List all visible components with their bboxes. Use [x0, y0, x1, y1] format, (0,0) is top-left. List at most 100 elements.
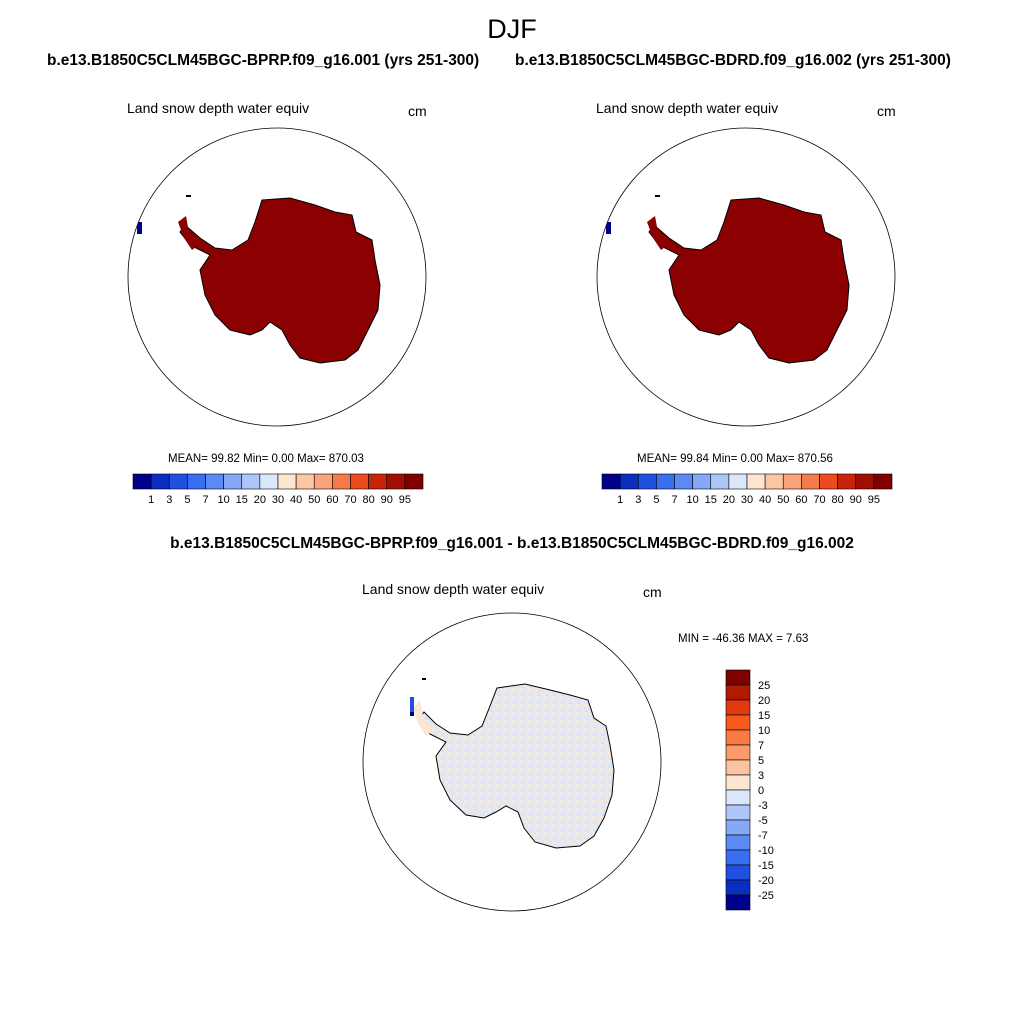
colorbar-right-tick-label: 10 — [687, 494, 699, 506]
colorbar-right-tick-label: 15 — [705, 494, 717, 506]
colorbar-left-swatch — [295, 473, 315, 490]
colorbar-difference-tick-label: 3 — [758, 770, 764, 782]
difference-map — [362, 612, 662, 912]
colorbar-right-tick-label: 30 — [741, 494, 753, 506]
colorbar-right-tick-label: 3 — [635, 494, 641, 506]
colorbar-left-swatch — [313, 473, 333, 490]
colorbar-left-swatch — [150, 473, 170, 490]
colorbar-right-swatch — [782, 473, 802, 490]
colorbar-right-tick-label: 7 — [671, 494, 677, 506]
right-peninsula — [647, 216, 669, 250]
colorbar-difference-swatch — [725, 879, 751, 896]
colorbar-right-swatch — [656, 473, 675, 490]
diff-variable-label: Land snow depth water equiv — [362, 581, 545, 597]
colorbar-right-swatch — [746, 473, 766, 490]
colorbar-left-swatch — [368, 473, 388, 490]
colorbar-right-swatch — [855, 473, 875, 490]
right-stats: MEAN= 99.84 Min= 0.00 Max= 870.56 — [637, 453, 833, 465]
colorbar-difference-swatch — [725, 789, 751, 806]
colorbar-right-tick-label: 80 — [832, 494, 844, 506]
colorbar-difference-swatch — [725, 894, 751, 911]
colorbar-right-swatch — [619, 473, 639, 490]
colorbar-difference-swatch — [725, 774, 751, 791]
colorbar-right-swatch — [637, 473, 657, 490]
colorbar-difference-tick-label: 15 — [758, 710, 770, 722]
colorbar-difference-swatch — [725, 819, 751, 836]
colorbar-left-swatch — [187, 473, 206, 490]
colorbar-right-swatch — [728, 473, 748, 490]
colorbar-right-tick-label: 1 — [617, 494, 623, 506]
colorbar-difference-tick-label: -10 — [758, 845, 774, 857]
colorbar-right-tick-label: 40 — [759, 494, 771, 506]
colorbar-right-swatch — [873, 473, 893, 490]
colorbar-left-tick-label: 1 — [148, 494, 154, 506]
colorbar-right-tick-label: 50 — [777, 494, 789, 506]
colorbar-left-swatch — [277, 473, 297, 490]
colorbar-left: 1 3 5 7 10 15 20 30 40 50 60 70 80 90 95 — [132, 473, 424, 506]
colorbar-difference-swatch — [725, 744, 751, 761]
colorbar-difference-tick-label: 20 — [758, 695, 770, 707]
colorbar-right-swatch — [819, 473, 838, 490]
colorbar-right-tick-label: 60 — [795, 494, 807, 506]
colorbar-left-swatch — [223, 473, 243, 490]
colorbar-right-tick-label: 90 — [850, 494, 862, 506]
colorbar-right-swatch — [674, 473, 693, 490]
colorbar-left-tick-label: 50 — [308, 494, 320, 506]
colorbar-difference-swatch — [725, 684, 751, 701]
colorbar-difference-swatch — [725, 759, 751, 776]
colorbar-left-tick-label: 20 — [254, 494, 266, 506]
colorbar-difference-tick-label: -25 — [758, 890, 774, 902]
left-map — [127, 127, 427, 427]
diff-unit-label: cm — [643, 584, 662, 600]
right-unit-label: cm — [877, 103, 896, 119]
colorbar-right-swatch — [801, 473, 820, 490]
colorbar-right-swatch — [710, 473, 730, 490]
difference-peninsula-negative — [410, 697, 414, 715]
colorbar-difference-tick-label: 0 — [758, 785, 764, 797]
colorbar-left-tick-label: 30 — [272, 494, 284, 506]
colorbar-right-swatch — [837, 473, 857, 490]
colorbar-left-tick-label: 95 — [399, 494, 411, 506]
colorbar-right-swatch — [764, 473, 784, 490]
colorbar-left-tick-label: 7 — [202, 494, 208, 506]
colorbar-left-tick-label: 40 — [290, 494, 302, 506]
figure-title: DJF — [487, 14, 537, 44]
colorbar-left-tick-label: 60 — [326, 494, 338, 506]
left-island-marker — [137, 222, 142, 234]
left-antarctica-fill — [179, 197, 381, 364]
colorbar-right-tick-label: 70 — [813, 494, 825, 506]
left-unit-label: cm — [408, 103, 427, 119]
colorbar-right-swatch — [601, 473, 621, 490]
right-map — [596, 127, 896, 427]
left-stats: MEAN= 99.82 Min= 0.00 Max= 870.03 — [168, 453, 364, 465]
left-peninsula — [178, 216, 200, 250]
colorbar-right-tick-label: 95 — [868, 494, 880, 506]
left-variable-label: Land snow depth water equiv — [127, 100, 310, 116]
colorbar-left-tick-label: 15 — [236, 494, 248, 506]
colorbar-difference-tick-label: 7 — [758, 740, 764, 752]
colorbar-difference-swatch — [725, 834, 751, 851]
colorbar-difference-tick-label: 5 — [758, 755, 764, 767]
right-island-marker — [606, 222, 611, 234]
colorbar-difference-tick-label: 25 — [758, 680, 770, 692]
colorbar-difference-tick-label: -7 — [758, 830, 768, 842]
colorbar-difference-swatch — [725, 849, 751, 866]
colorbar-left-swatch — [259, 473, 279, 490]
colorbar-left-swatch — [132, 473, 152, 490]
colorbar-difference-swatch — [725, 864, 751, 881]
colorbar-difference-tick-label: -5 — [758, 815, 768, 827]
left-panel-case-title: b.e13.B1850C5CLM45BGC-BPRP.f09_g16.001 (… — [47, 52, 480, 69]
colorbar-difference-tick-label: -20 — [758, 875, 774, 887]
right-antarctica-fill — [648, 197, 850, 364]
diff-min-max: MIN = -46.36 MAX = 7.63 — [678, 633, 809, 645]
colorbar-left-swatch — [386, 473, 406, 490]
colorbar-left-tick-label: 10 — [218, 494, 230, 506]
colorbar-right-tick-label: 20 — [723, 494, 735, 506]
colorbar-left-swatch — [332, 473, 351, 490]
right-variable-label: Land snow depth water equiv — [596, 100, 779, 116]
colorbar-difference-swatch — [725, 699, 751, 716]
colorbar-left-tick-label: 70 — [344, 494, 356, 506]
colorbar-difference-swatch — [725, 669, 751, 686]
colorbar-left-tick-label: 3 — [166, 494, 172, 506]
